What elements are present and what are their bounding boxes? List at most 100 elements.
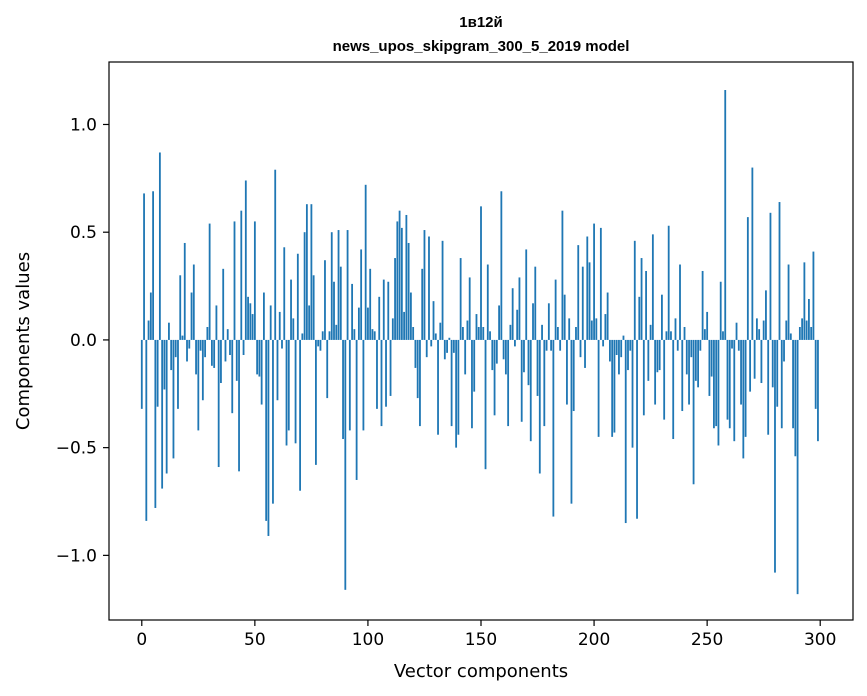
bar [312,275,315,340]
bar [550,339,553,351]
bar [466,320,469,340]
bar [620,339,623,358]
bar [602,339,605,347]
bar [290,279,292,340]
bar [389,339,392,396]
bar [247,296,249,340]
bar [283,247,286,340]
bar [321,331,324,340]
bar [771,339,774,388]
bar [168,322,170,340]
bar [577,245,580,340]
bar [224,339,227,362]
y-tick-label: 1.0 [70,115,97,135]
bar [769,212,772,340]
bar [618,339,620,375]
bar [339,266,342,340]
bar [724,90,727,340]
bar [315,339,317,465]
bar [199,339,202,351]
bar [428,236,430,340]
bar [249,303,252,340]
bar [746,217,749,340]
bar [674,318,677,340]
bar [222,268,225,340]
bar [710,339,713,377]
bar [713,339,715,429]
bar [780,339,783,429]
bar [269,305,272,340]
bar [731,339,733,349]
bar [156,339,159,407]
bar [755,318,758,340]
bar [145,339,148,521]
bar [751,167,754,340]
bar [188,339,191,349]
bar [186,339,188,362]
bar [812,251,815,340]
bar [208,223,211,340]
bar [281,339,283,349]
bar [604,314,607,340]
bar [308,305,311,340]
bar [801,318,804,340]
bar [753,339,756,379]
bar [783,339,785,362]
bar [762,320,765,340]
bar [570,339,573,504]
bar [337,230,340,340]
bar [430,339,433,347]
bar [504,339,507,375]
bar [152,191,154,340]
bar [803,262,806,340]
bar [446,339,448,353]
bar [554,279,557,340]
bar [572,339,575,412]
bar [527,339,530,386]
bar [140,339,143,409]
bar [210,339,213,366]
bar [586,236,589,340]
bar [740,339,742,405]
bar [477,327,480,340]
bar [609,339,611,362]
x-tick-label: 0 [136,630,147,650]
bar [165,339,168,474]
y-axis: −1.0 −0.5 0.0 0.5 1.0 [56,115,109,566]
bar [149,292,152,340]
bar [455,339,458,448]
bar [667,225,670,340]
bar [457,339,460,435]
bars-group [140,90,819,595]
bar [204,339,207,358]
bar [538,339,541,474]
bar [462,327,464,340]
bar [443,339,446,360]
bar [310,204,313,340]
bar [525,249,528,340]
bar [475,314,478,340]
bar [330,232,333,340]
bar [651,234,654,340]
bar [622,335,625,340]
bar [794,339,797,457]
bar [353,329,356,340]
bar [545,339,548,351]
bar [174,339,177,358]
bar [722,331,724,340]
bar [642,339,645,416]
bar [520,339,523,422]
bar [414,339,417,368]
bar [263,292,265,340]
bar [484,339,487,470]
bar [808,298,810,340]
bar [412,327,415,340]
bar [624,339,627,524]
bar [391,318,394,340]
bar [647,339,650,381]
bar [654,339,657,405]
bar [244,180,247,340]
bar [493,339,496,416]
bar [645,270,647,340]
